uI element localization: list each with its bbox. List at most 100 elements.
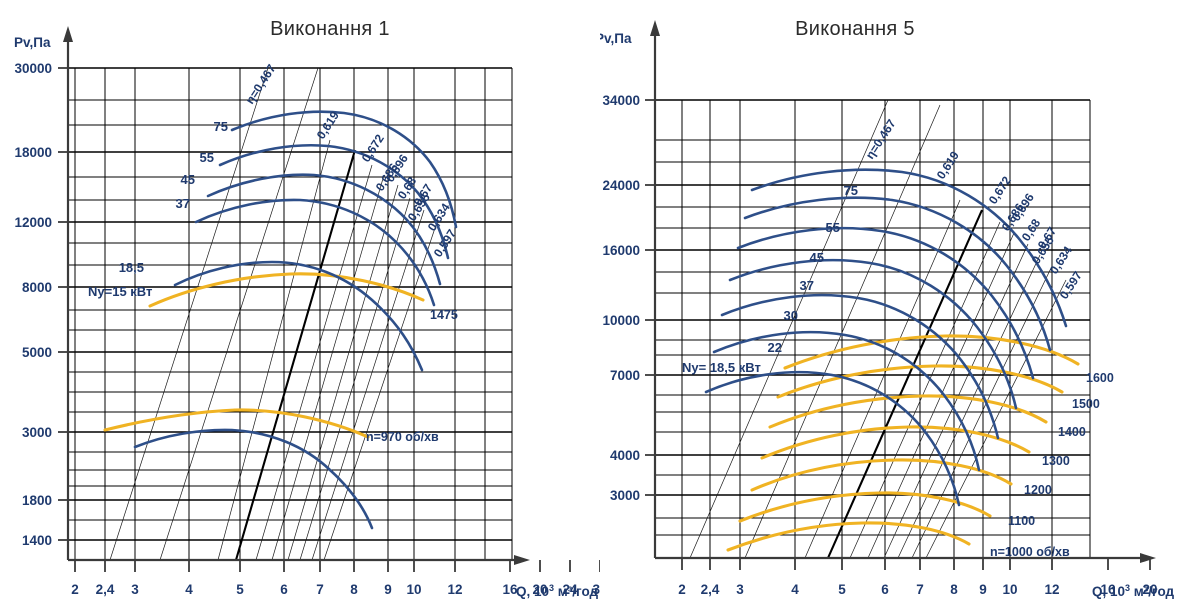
x-tick-label: 9 [979, 582, 987, 597]
x-tick-label: 7 [916, 582, 924, 597]
chart-left-power-curves [103, 272, 425, 439]
efficiency-ray [689, 99, 889, 559]
y-tick-label: 1400 [22, 533, 52, 548]
chart-right-pressure-curves [704, 168, 1068, 507]
pressure-curve [743, 196, 1052, 352]
y-tick-label: 8000 [22, 280, 52, 295]
y-tick-label: 16000 [602, 243, 640, 258]
speed-label: 1100 [1008, 514, 1035, 528]
efficiency-label: 0,672 [359, 132, 387, 165]
power-curve [768, 394, 1048, 429]
pressure-curve [712, 330, 981, 472]
speed-label-1475: 1475 [430, 308, 458, 322]
efficiency-ray [911, 265, 1053, 559]
speed-base-label: n=970 об/хв [366, 430, 439, 444]
power-label: 55 [200, 150, 214, 165]
power-curve [738, 491, 992, 523]
chart-right-x-axis-label: Q, 103 м³/год [1092, 583, 1175, 599]
x-tick-label: 12 [447, 582, 462, 597]
y-tick-label: 30000 [14, 61, 52, 76]
power-label: 45 [181, 172, 195, 187]
x-tick-label: 2,4 [96, 582, 115, 597]
power-label: 75 [214, 119, 228, 134]
x-tick-label: 8 [350, 582, 358, 597]
speed-base-label: n=1000 об/хв [990, 545, 1070, 559]
y-tick-label: 10000 [602, 313, 640, 328]
pressure-curve-n5 [230, 110, 458, 229]
x-tick-label: 6 [280, 582, 288, 597]
y-tick-label: 3000 [610, 488, 640, 503]
efficiency-label: η=0,467 [863, 117, 899, 162]
x-tick-label: 30 [592, 582, 600, 597]
chart-right-speed-labels: 1600 1500 1400 1300 1200 1100 [1008, 371, 1114, 528]
x-tick-label: 2,4 [701, 582, 720, 597]
x-tick-label: 12 [1044, 582, 1059, 597]
x-tick-label: 16 [1100, 582, 1116, 597]
chart-left-x-tick-labels: 2 2,4 3 4 5 6 7 8 9 10 12 16 20 24 30 [71, 582, 600, 597]
y-tick-label: 12000 [14, 215, 52, 230]
pressure-curve-n2 [194, 198, 436, 307]
efficiency-ray [109, 67, 269, 561]
x-tick-label: 8 [950, 582, 958, 597]
x-tick-label: 4 [185, 582, 193, 597]
chart-right-title: Виконання 5 [795, 18, 915, 40]
efficiency-ray [925, 279, 1067, 559]
speed-label: 1400 [1058, 425, 1086, 439]
y-tick-label: 34000 [602, 93, 640, 108]
y-tick-label: 7000 [610, 368, 640, 383]
pressure-curve [720, 293, 1000, 440]
efficiency-ray [744, 104, 941, 559]
x-tick-label: 9 [384, 582, 392, 597]
pressure-curve [728, 258, 1018, 410]
speed-label: 1300 [1042, 454, 1070, 468]
chart-left-efficiency-rays [109, 67, 437, 561]
x-tick-label: 6 [881, 582, 889, 597]
efficiency-ray [299, 197, 411, 561]
power-label: 22 [768, 340, 782, 355]
efficiency-ray [217, 139, 331, 561]
pressure-curve-n4 [218, 143, 450, 260]
x-tick-label: 3 [736, 582, 744, 597]
efficiency-ray [287, 184, 399, 561]
efficiency-ray [271, 174, 385, 561]
efficiency-ray [323, 224, 437, 561]
power-base-label: Nу= 18,5 кВт [682, 360, 761, 375]
chart-right-y-axis-label: Pv,Па [600, 31, 632, 46]
power-label: 37 [800, 278, 814, 293]
efficiency-ray [311, 209, 425, 561]
efficiency-ray [827, 209, 983, 559]
power-curve [726, 521, 971, 552]
chart-left: 30000 18000 12000 8000 5000 3000 1800 1400 2 2,4… [14, 26, 600, 599]
pressure-curve [750, 168, 1068, 328]
x-tick-label: 20 [532, 582, 547, 597]
power-label: 18,5 [119, 260, 144, 275]
x-tick-label: 5 [236, 582, 244, 597]
power-curve [148, 272, 425, 308]
chart-left-axes [58, 26, 600, 572]
x-tick-label: 4 [791, 582, 799, 597]
power-curve [783, 334, 1080, 370]
power-label: 45 [810, 250, 824, 265]
x-tick-label: 7 [316, 582, 324, 597]
power-label: 75 [844, 183, 858, 198]
x-tick-label: 5 [838, 582, 846, 597]
chart-right-axes [645, 20, 1156, 570]
chart-left-pressure-curves [133, 110, 458, 530]
power-curve [776, 364, 1064, 399]
chart-left-y-tick-labels: 30000 18000 12000 8000 5000 3000 1800 1400 [14, 61, 52, 548]
efficiency-label: 0,597 [1057, 269, 1085, 302]
efficiency-ray [234, 149, 357, 561]
x-tick-label: 2 [71, 582, 79, 597]
x-tick-label: 10 [1002, 582, 1017, 597]
efficiency-ray [255, 164, 373, 561]
power-base-label: Nу=15 кВт [88, 284, 152, 299]
chart-right-y-tick-labels: 34000 24000 16000 10000 7000 4000 3000 [602, 93, 640, 503]
x-tick-label: 16 [502, 582, 518, 597]
speed-label: 1200 [1024, 483, 1052, 497]
x-tick-label: 3 [131, 582, 139, 597]
chart-left-y-axis-label: Pv,Па [14, 35, 51, 50]
y-tick-label: 18000 [14, 145, 52, 160]
pressure-curve-970 [133, 428, 374, 530]
power-curve [750, 458, 1013, 492]
